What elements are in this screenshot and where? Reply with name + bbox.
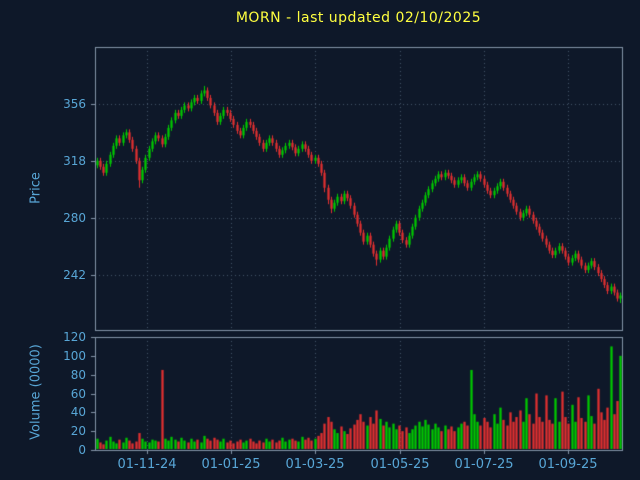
price-tick-label: 356 [63, 97, 86, 111]
chart-title: MORN - last updated 02/10/2025 [235, 10, 482, 26]
date-tick-label: 01-09-25 [538, 457, 598, 472]
volume-tick-label: 60 [70, 387, 86, 401]
date-tick-label: 01-03-25 [285, 457, 345, 472]
price-tick-label: 318 [63, 154, 86, 168]
date-tick-label: 01-11-24 [117, 457, 177, 472]
date-tick-label: 01-01-25 [201, 457, 261, 472]
volume-tick-label: 80 [70, 368, 86, 382]
date-tick-label: 01-07-25 [454, 457, 514, 472]
volume-tick-label: 0 [78, 443, 86, 457]
volume-tick-label: 100 [63, 349, 86, 363]
date-tick-label: 01-05-25 [370, 457, 430, 472]
price-tick-label: 280 [63, 211, 86, 225]
price-tick-label: 242 [63, 268, 86, 282]
volume-tick-label: 120 [63, 330, 86, 344]
price-axis-label: Price [28, 172, 44, 204]
volume-tick-label: 40 [70, 405, 86, 419]
volume-tick-label: 20 [70, 424, 86, 438]
